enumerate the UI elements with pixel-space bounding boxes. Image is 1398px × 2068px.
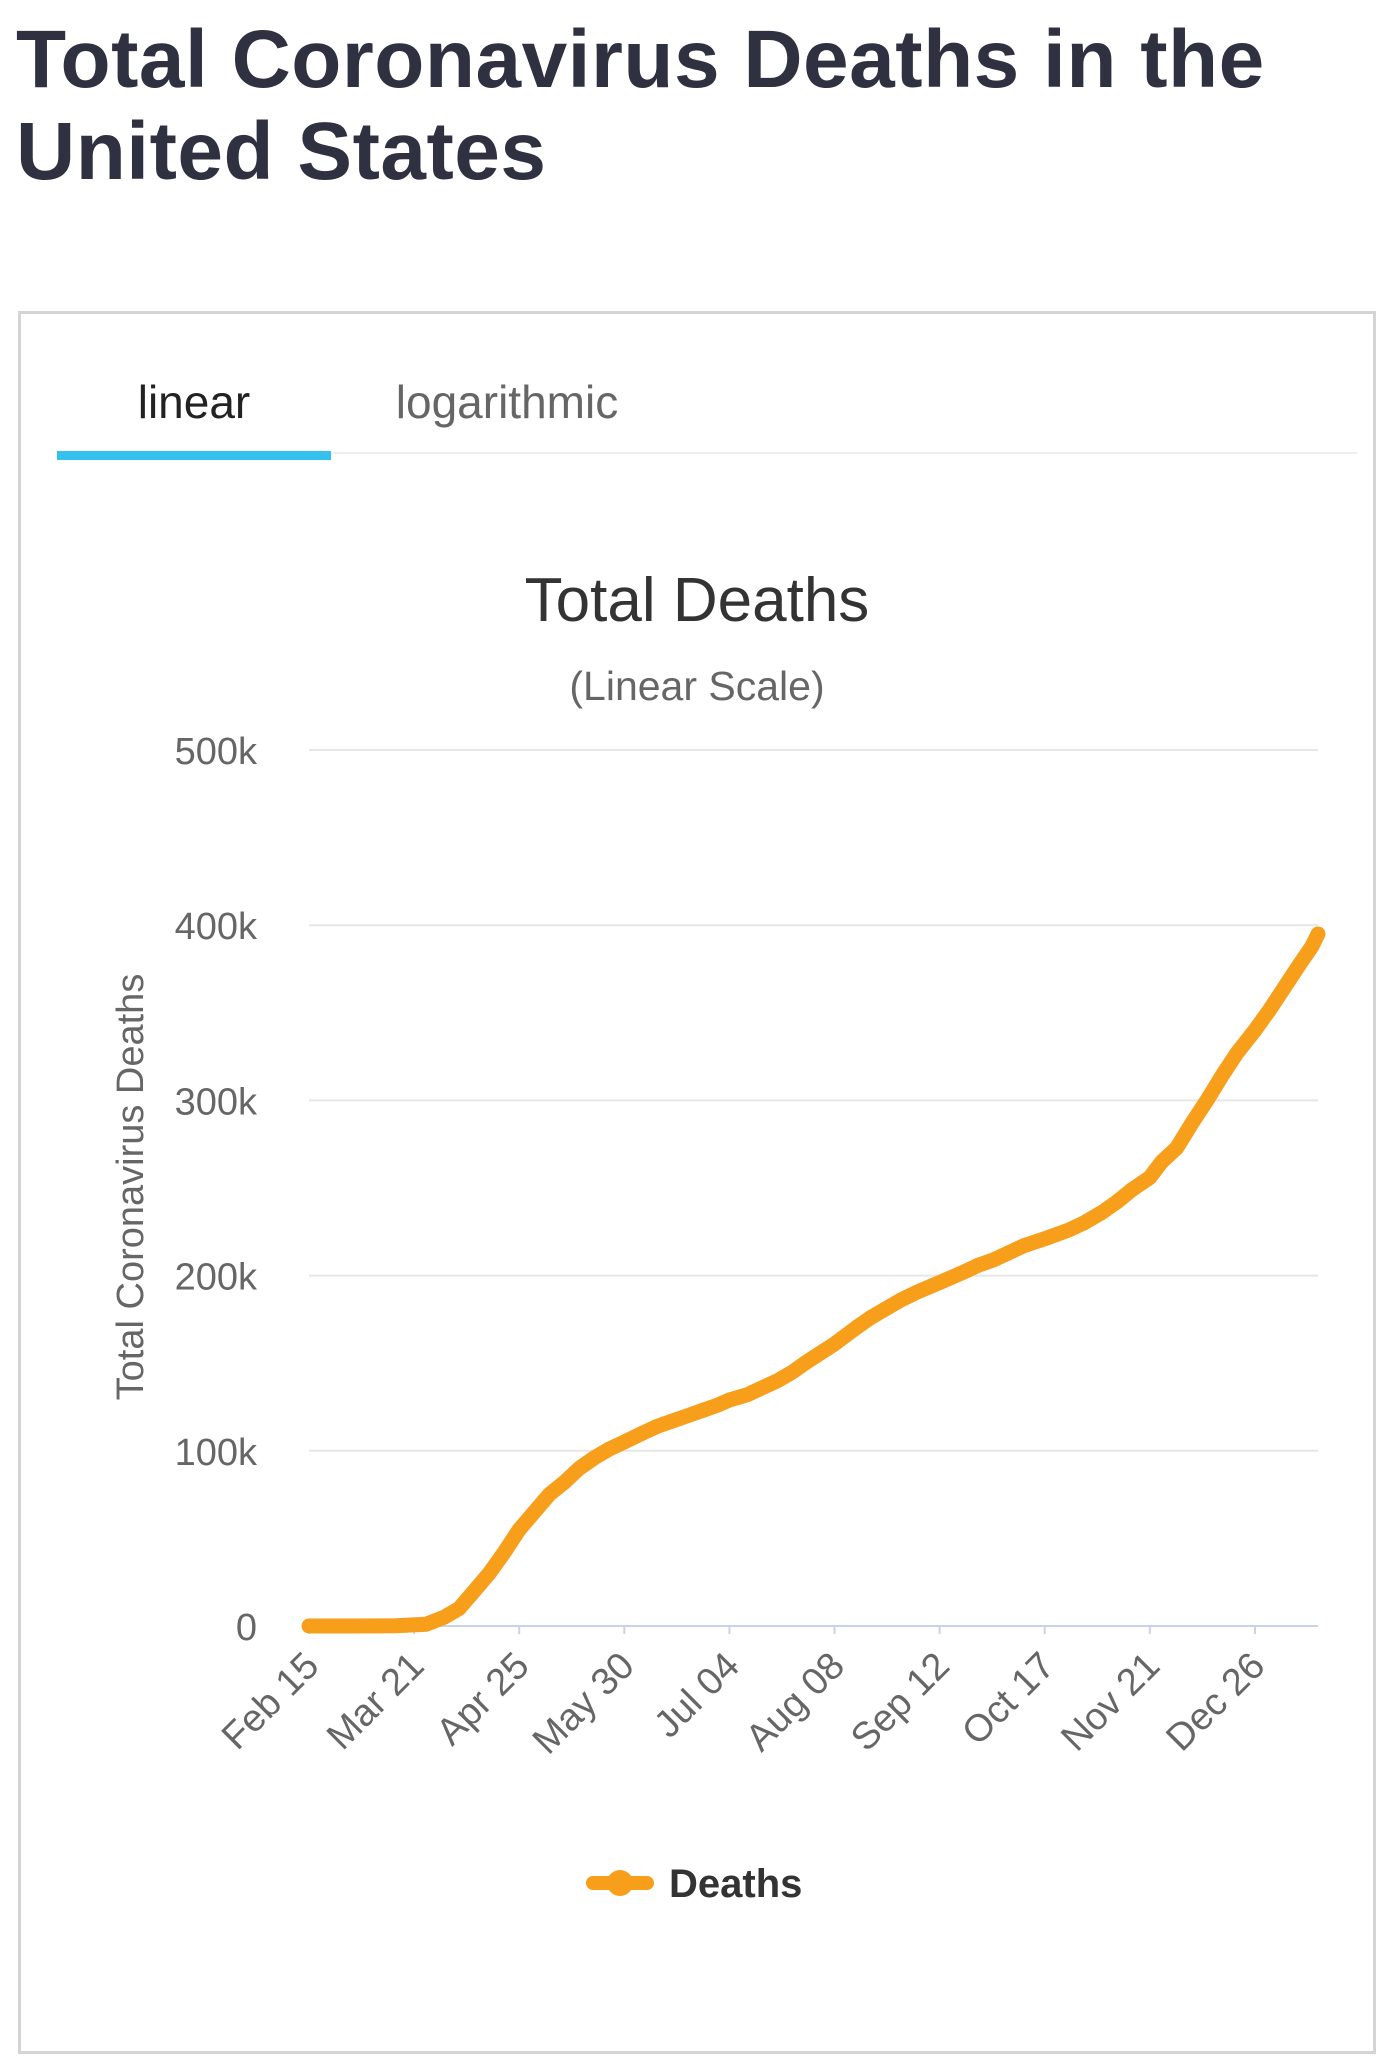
chart-card: linear logarithmic Total Deaths (Linear … [18, 311, 1376, 2054]
x-tick-label: Jul 04 [646, 1645, 747, 1746]
y-tick-label: 300k [175, 1081, 258, 1123]
legend-label-deaths[interactable]: Deaths [669, 1862, 802, 1906]
series-deaths [301, 926, 1326, 1634]
x-tick-label: Nov 21 [1053, 1645, 1168, 1760]
series-line-deaths [301, 926, 1326, 1634]
x-tick-label: Aug 08 [738, 1645, 853, 1760]
active-tab-indicator [57, 451, 331, 460]
chart-subtitle: (Linear Scale) [569, 663, 824, 709]
page-title: Total Coronavirus Deaths in the United S… [16, 14, 1265, 197]
y-tick-label: 200k [175, 1257, 258, 1299]
x-tick-label: May 30 [525, 1645, 643, 1763]
x-tick-label: Apr 25 [429, 1645, 538, 1754]
legend[interactable]: Deaths [586, 1862, 802, 1906]
deaths-line-chart: Total Deaths (Linear Scale) Total Corona… [110, 566, 1326, 1906]
x-tick-label: Sep 12 [843, 1645, 958, 1760]
y-axis-ticks: 0 100k 200k 300k 400k 500k [175, 731, 258, 1649]
chart-title: Total Deaths [525, 566, 870, 635]
y-tick-label: 0 [236, 1607, 257, 1649]
y-tick-label: 500k [175, 731, 258, 773]
scale-tabs: linear logarithmic [57, 354, 1357, 460]
tab-logarithmic[interactable]: logarithmic [395, 376, 619, 428]
tab-linear[interactable]: linear [137, 376, 251, 428]
x-tick-label: Oct 17 [954, 1645, 1063, 1754]
legend-swatch-marker [607, 1870, 633, 1896]
y-tick-label: 400k [175, 906, 258, 948]
y-tick-label: 100k [175, 1432, 258, 1474]
x-tick-label: Dec 26 [1158, 1645, 1273, 1760]
grid-lines [309, 749, 1318, 1627]
x-tick-label: Feb 15 [214, 1645, 327, 1758]
x-tick-label: Mar 21 [319, 1645, 432, 1758]
y-axis-label: Total Coronavirus Deaths [110, 974, 152, 1401]
